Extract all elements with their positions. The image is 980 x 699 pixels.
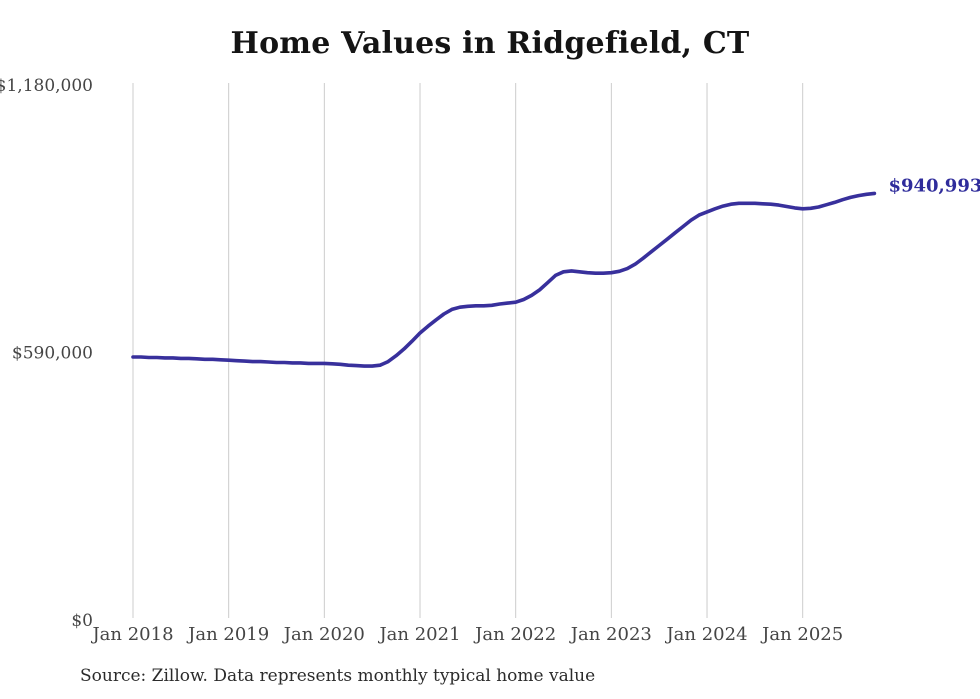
current-value-label: $940,993 [888,175,980,196]
y-axis-tick-label: $0 [71,611,93,631]
home-value-line [131,191,877,368]
x-axis-tick-label: Jan 2022 [473,624,556,645]
y-axis-tick-label: $1,180,000 [0,76,93,96]
y-axis-tick-label: $590,000 [12,344,93,364]
chart-title: Home Values in Ridgefield, CT [230,26,750,61]
x-axis-tick-label: Jan 2023 [569,624,652,645]
x-axis-tick-label: Jan 2019 [186,624,269,645]
x-axis-tick-label: Jan 2024 [664,624,747,645]
x-axis-tick-label: Jan 2025 [760,624,843,645]
x-axis-tick-label: Jan 2018 [90,624,173,645]
x-axis-tick-label: Jan 2021 [377,624,460,645]
x-axis-tick-label: Jan 2020 [282,624,365,645]
source-note: Source: Zillow. Data represents monthly … [80,666,596,686]
